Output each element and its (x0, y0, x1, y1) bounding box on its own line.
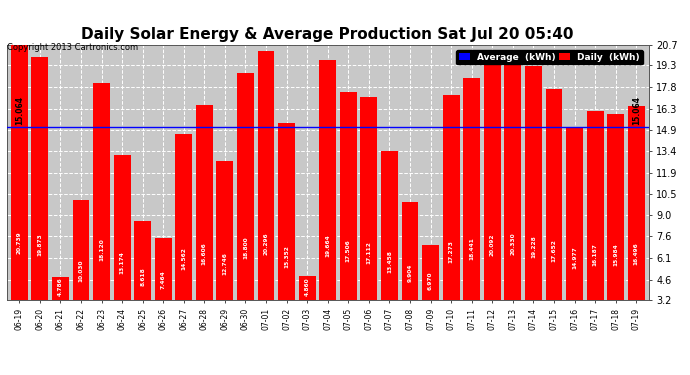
Text: 20.296: 20.296 (264, 232, 268, 255)
Text: 15.064: 15.064 (632, 96, 641, 125)
Text: 6.970: 6.970 (428, 272, 433, 290)
Bar (93, 82, 110, 300)
Bar (586, 111, 604, 300)
Bar (381, 150, 398, 300)
Text: 17.112: 17.112 (366, 241, 371, 264)
Text: 15.352: 15.352 (284, 245, 289, 268)
Bar (278, 123, 295, 300)
Bar (196, 105, 213, 300)
Text: 13.174: 13.174 (119, 251, 125, 274)
Legend: Average  (kWh), Daily  (kWh): Average (kWh), Daily (kWh) (456, 50, 643, 64)
Bar (319, 60, 336, 300)
Bar (114, 154, 130, 300)
Text: 8.618: 8.618 (140, 267, 145, 286)
Bar (155, 238, 172, 300)
Bar (484, 54, 501, 300)
Bar (237, 73, 254, 300)
Bar (11, 44, 28, 300)
Text: 17.506: 17.506 (346, 240, 351, 262)
Text: 15.064: 15.064 (14, 96, 23, 125)
Bar (463, 78, 480, 300)
Bar (72, 201, 90, 300)
Text: 17.273: 17.273 (448, 240, 453, 263)
Text: 19.228: 19.228 (531, 235, 536, 258)
Text: 4.786: 4.786 (58, 277, 63, 296)
Bar (360, 97, 377, 300)
Text: 19.873: 19.873 (37, 234, 42, 256)
Text: 15.984: 15.984 (613, 244, 618, 267)
Text: 12.746: 12.746 (222, 252, 228, 275)
Text: 18.800: 18.800 (243, 237, 248, 259)
Bar (175, 135, 193, 300)
Bar (566, 128, 583, 300)
Text: Copyright 2013 Cartronics.com: Copyright 2013 Cartronics.com (7, 43, 138, 52)
Text: 18.120: 18.120 (99, 238, 104, 261)
Text: 20.739: 20.739 (17, 231, 22, 254)
Bar (257, 51, 275, 300)
Text: 7.464: 7.464 (161, 270, 166, 289)
Bar (546, 89, 562, 300)
Bar (628, 106, 644, 300)
Text: 10.030: 10.030 (79, 260, 83, 282)
Title: Daily Solar Energy & Average Production Sat Jul 20 05:40: Daily Solar Energy & Average Production … (81, 27, 574, 42)
Bar (422, 245, 439, 300)
Bar (299, 276, 315, 300)
Text: 17.652: 17.652 (551, 239, 557, 262)
Text: 20.330: 20.330 (511, 232, 515, 255)
Bar (217, 161, 233, 300)
Text: 16.187: 16.187 (593, 243, 598, 266)
Text: 13.458: 13.458 (387, 250, 392, 273)
Text: 14.562: 14.562 (181, 248, 186, 270)
Text: 20.092: 20.092 (490, 233, 495, 256)
Bar (443, 95, 460, 300)
Bar (340, 92, 357, 300)
Text: 16.606: 16.606 (202, 242, 207, 265)
Bar (402, 202, 418, 300)
Text: 14.977: 14.977 (572, 246, 577, 269)
Text: 9.904: 9.904 (408, 264, 413, 282)
Text: 18.441: 18.441 (469, 237, 474, 260)
Bar (135, 221, 151, 300)
Bar (31, 57, 48, 300)
Bar (525, 66, 542, 300)
Text: 16.496: 16.496 (633, 242, 639, 265)
Bar (607, 114, 624, 300)
Bar (52, 277, 69, 300)
Bar (504, 50, 521, 300)
Text: 19.664: 19.664 (325, 234, 331, 257)
Text: 4.860: 4.860 (305, 277, 310, 296)
